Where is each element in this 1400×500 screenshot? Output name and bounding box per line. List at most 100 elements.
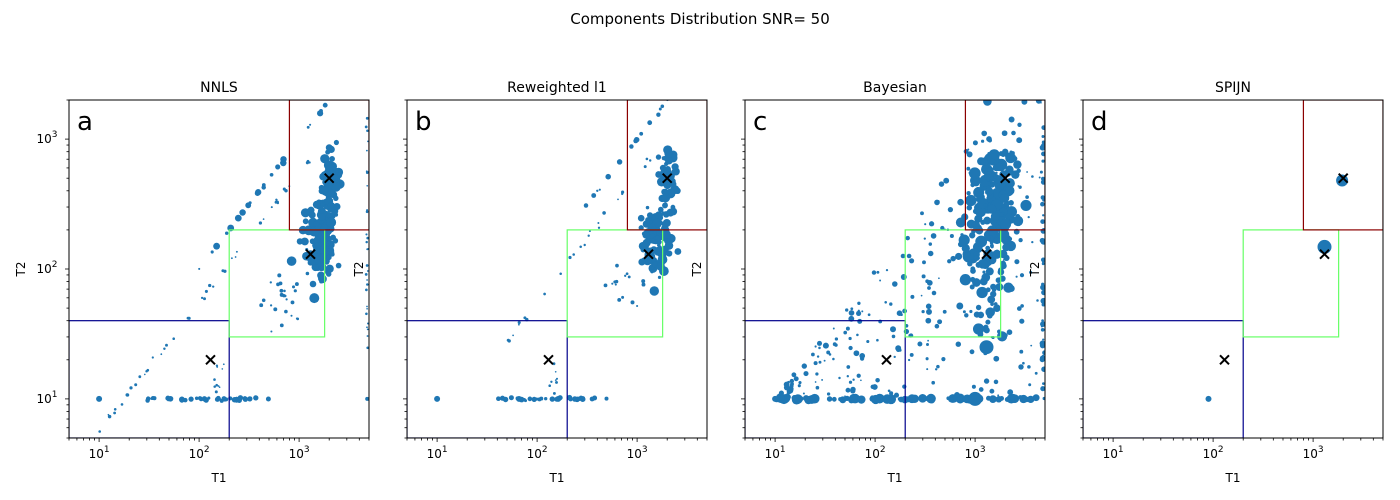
scatter-point — [597, 222, 600, 224]
scatter-point — [138, 375, 142, 379]
scatter-point — [125, 393, 130, 397]
scatter-point — [846, 365, 851, 369]
plot-area — [407, 100, 707, 438]
scatter-point — [834, 337, 839, 341]
scatter-point — [1029, 270, 1033, 274]
scatter-point — [365, 396, 369, 401]
scatter-point — [259, 303, 264, 308]
scatter-point — [876, 270, 880, 274]
scatter-point — [1041, 159, 1045, 163]
scatter-point — [638, 258, 646, 266]
marker-stroke — [305, 248, 316, 260]
scatter-point — [1036, 299, 1039, 302]
scatter-point — [150, 396, 154, 401]
scatter-point — [1016, 306, 1022, 311]
scatter-point — [656, 261, 665, 271]
scatter-point — [366, 129, 369, 132]
scatter-point — [956, 302, 964, 310]
scatter-point — [1019, 318, 1025, 324]
scatter-point — [924, 223, 927, 226]
scatter-point — [972, 140, 978, 146]
scatter-point — [980, 158, 989, 167]
scatter-point — [968, 167, 981, 180]
scatter-point — [893, 392, 900, 398]
scatter-point — [931, 380, 936, 385]
scatter-point — [313, 263, 320, 270]
scatter-point — [218, 386, 221, 389]
scatter-point — [921, 274, 926, 279]
scatter-point — [986, 312, 993, 319]
scatter-point — [642, 220, 651, 228]
tick-exponent: 1 — [1118, 445, 1124, 455]
scatter-point — [617, 198, 619, 201]
scatter-point — [1034, 371, 1038, 375]
scatter-point — [210, 250, 214, 254]
scatter-point — [1040, 297, 1045, 304]
region-short — [745, 320, 906, 438]
scatter-point — [852, 378, 855, 381]
scatter-point — [313, 253, 324, 264]
true-component-marker — [205, 354, 216, 366]
scatter-point — [970, 266, 976, 272]
scatter-point — [285, 298, 288, 301]
scatter-point — [786, 394, 789, 397]
scatter-point — [985, 319, 991, 325]
scatter-point — [793, 376, 799, 382]
scatter-point — [348, 70, 352, 74]
scatter-point — [1042, 261, 1045, 264]
scatter-point — [215, 364, 219, 367]
x-tick-label: 101 — [89, 445, 110, 461]
scatter-point — [308, 161, 311, 164]
scatter-point — [843, 397, 847, 401]
scatter-point — [330, 95, 333, 98]
scatter-point — [366, 283, 369, 286]
y-tick-label: 103 — [36, 130, 57, 146]
scatter-point — [937, 319, 943, 325]
tick-exponent: 3 — [1318, 445, 1324, 455]
scatter-point — [234, 256, 237, 258]
x-tick-label: 103 — [965, 445, 986, 461]
scatter-point — [293, 289, 297, 293]
x-tick-label: 101 — [1103, 445, 1124, 461]
scatter-point — [245, 202, 251, 208]
scatter-point — [1041, 289, 1045, 296]
scatter-point — [366, 307, 368, 310]
scatter-point — [845, 308, 849, 312]
scatter-point — [1003, 333, 1008, 338]
tick-base: 10 — [765, 447, 780, 461]
scatter-point — [831, 396, 837, 402]
scatter-point — [325, 144, 333, 152]
scatter-point — [261, 185, 266, 190]
tick-exponent: 3 — [642, 445, 648, 455]
scatter-point — [602, 211, 606, 215]
scatter-point — [814, 381, 817, 383]
scatter-point — [1007, 389, 1014, 396]
scatter-point — [907, 394, 917, 404]
scatter-point — [203, 297, 206, 301]
scatter-point — [925, 317, 932, 324]
scatter-point — [275, 164, 281, 170]
y-tick-label: 102 — [36, 260, 57, 276]
scatter-point — [554, 370, 557, 373]
scatter-point — [345, 76, 351, 82]
scatter-point — [671, 167, 680, 176]
y-axis-label: T2 — [352, 262, 366, 278]
scatter-point — [312, 200, 321, 209]
scatter-point — [801, 363, 807, 369]
scatter-point — [366, 322, 369, 325]
scatter-point — [616, 159, 623, 165]
scatter-point — [650, 269, 654, 274]
scatter-point — [617, 297, 622, 302]
scatter-point — [981, 130, 988, 137]
scatter-point — [964, 313, 969, 318]
scatter-point — [789, 378, 794, 384]
scatter-point — [893, 355, 896, 359]
tick-base: 10 — [865, 447, 880, 461]
scatter-point — [1028, 383, 1032, 387]
region-short — [1083, 320, 1244, 438]
scatter-point — [926, 343, 929, 346]
true-component-marker — [999, 172, 1011, 184]
scatter-point — [815, 372, 819, 376]
scatter-point — [300, 208, 311, 218]
scatter-point — [1040, 321, 1045, 327]
